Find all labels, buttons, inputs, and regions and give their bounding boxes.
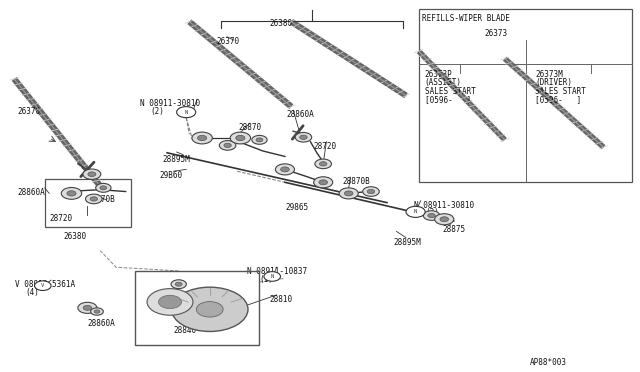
Text: 26380: 26380 bbox=[269, 19, 292, 28]
Text: AP88*003: AP88*003 bbox=[531, 358, 567, 367]
Text: 26370: 26370 bbox=[216, 37, 239, 46]
Text: 26373P: 26373P bbox=[424, 70, 452, 79]
Circle shape bbox=[435, 214, 454, 225]
Circle shape bbox=[367, 189, 374, 194]
Text: SALES START: SALES START bbox=[424, 87, 476, 96]
Text: 28840: 28840 bbox=[173, 326, 196, 335]
Circle shape bbox=[100, 186, 107, 190]
Text: N: N bbox=[271, 274, 274, 279]
Circle shape bbox=[344, 191, 353, 196]
Circle shape bbox=[319, 180, 328, 185]
Circle shape bbox=[35, 281, 51, 291]
Text: 28870B: 28870B bbox=[342, 177, 370, 186]
Circle shape bbox=[96, 183, 111, 192]
Bar bbox=[135, 271, 259, 345]
Circle shape bbox=[196, 302, 223, 317]
Text: 28895M: 28895M bbox=[162, 155, 189, 164]
Circle shape bbox=[256, 138, 263, 142]
Circle shape bbox=[67, 191, 76, 196]
Circle shape bbox=[88, 172, 96, 176]
Circle shape bbox=[440, 217, 449, 222]
Circle shape bbox=[224, 143, 231, 148]
Circle shape bbox=[406, 206, 425, 217]
Text: V: V bbox=[41, 283, 44, 288]
Circle shape bbox=[192, 132, 212, 144]
Circle shape bbox=[232, 133, 248, 143]
Text: 29865: 29865 bbox=[285, 203, 308, 212]
Text: 26373: 26373 bbox=[484, 29, 508, 38]
Text: (1): (1) bbox=[259, 275, 273, 283]
Text: 28895M: 28895M bbox=[394, 238, 421, 247]
Circle shape bbox=[159, 295, 182, 309]
Text: 28810: 28810 bbox=[269, 295, 292, 304]
Circle shape bbox=[315, 159, 332, 169]
Circle shape bbox=[295, 132, 312, 142]
Circle shape bbox=[86, 194, 102, 204]
Text: (ASSIST): (ASSIST) bbox=[424, 78, 461, 87]
Circle shape bbox=[147, 289, 193, 315]
Text: N 08911-30810: N 08911-30810 bbox=[140, 99, 200, 108]
Circle shape bbox=[428, 214, 435, 218]
Circle shape bbox=[91, 308, 103, 315]
Text: 28720: 28720 bbox=[314, 142, 337, 151]
Circle shape bbox=[61, 187, 82, 199]
Bar bbox=[419, 9, 632, 182]
Text: N 08911-10837: N 08911-10837 bbox=[246, 267, 307, 276]
Text: 28860A: 28860A bbox=[88, 319, 115, 328]
Text: 28860A: 28860A bbox=[17, 188, 45, 197]
Text: N: N bbox=[414, 209, 417, 214]
Text: (4): (4) bbox=[26, 288, 40, 296]
Circle shape bbox=[423, 211, 440, 220]
Text: (DRIVER): (DRIVER) bbox=[536, 78, 572, 87]
Text: 26380: 26380 bbox=[64, 232, 87, 241]
Circle shape bbox=[264, 272, 280, 281]
Circle shape bbox=[237, 136, 244, 140]
Circle shape bbox=[220, 141, 236, 150]
Circle shape bbox=[198, 135, 207, 141]
Bar bbox=[45, 179, 131, 227]
Text: 29B60: 29B60 bbox=[159, 171, 182, 180]
Text: N 08911-30810: N 08911-30810 bbox=[414, 201, 474, 210]
Text: REFILLS-WIPER BLADE: REFILLS-WIPER BLADE bbox=[422, 14, 510, 23]
Circle shape bbox=[83, 169, 100, 179]
Circle shape bbox=[83, 305, 92, 310]
Circle shape bbox=[177, 107, 196, 118]
Circle shape bbox=[363, 187, 380, 196]
Text: 28720: 28720 bbox=[49, 214, 72, 223]
Text: [0596-   ]: [0596- ] bbox=[536, 95, 582, 104]
Circle shape bbox=[252, 135, 267, 144]
Circle shape bbox=[236, 135, 245, 141]
Text: [0596-   ]: [0596- ] bbox=[424, 95, 471, 104]
Text: 28870B: 28870B bbox=[88, 195, 115, 204]
Circle shape bbox=[171, 280, 186, 289]
Circle shape bbox=[339, 188, 358, 199]
Circle shape bbox=[230, 132, 250, 144]
Text: 28870: 28870 bbox=[239, 123, 262, 132]
Circle shape bbox=[275, 164, 294, 175]
Text: 28860A: 28860A bbox=[287, 110, 315, 119]
Text: 26373M: 26373M bbox=[536, 70, 563, 79]
Circle shape bbox=[175, 282, 182, 286]
Circle shape bbox=[314, 177, 333, 188]
Circle shape bbox=[172, 287, 248, 331]
Text: N: N bbox=[184, 110, 188, 115]
Circle shape bbox=[78, 302, 97, 313]
Circle shape bbox=[281, 167, 289, 172]
Text: V 08915-5361A: V 08915-5361A bbox=[15, 280, 76, 289]
Circle shape bbox=[94, 310, 100, 313]
Text: (2): (2) bbox=[150, 107, 164, 116]
Text: (2): (2) bbox=[425, 208, 439, 217]
Text: 26370: 26370 bbox=[17, 107, 40, 116]
Circle shape bbox=[319, 162, 327, 166]
Circle shape bbox=[90, 197, 97, 201]
Text: 28875: 28875 bbox=[442, 225, 465, 234]
Text: SALES START: SALES START bbox=[536, 87, 586, 96]
Circle shape bbox=[300, 135, 307, 140]
